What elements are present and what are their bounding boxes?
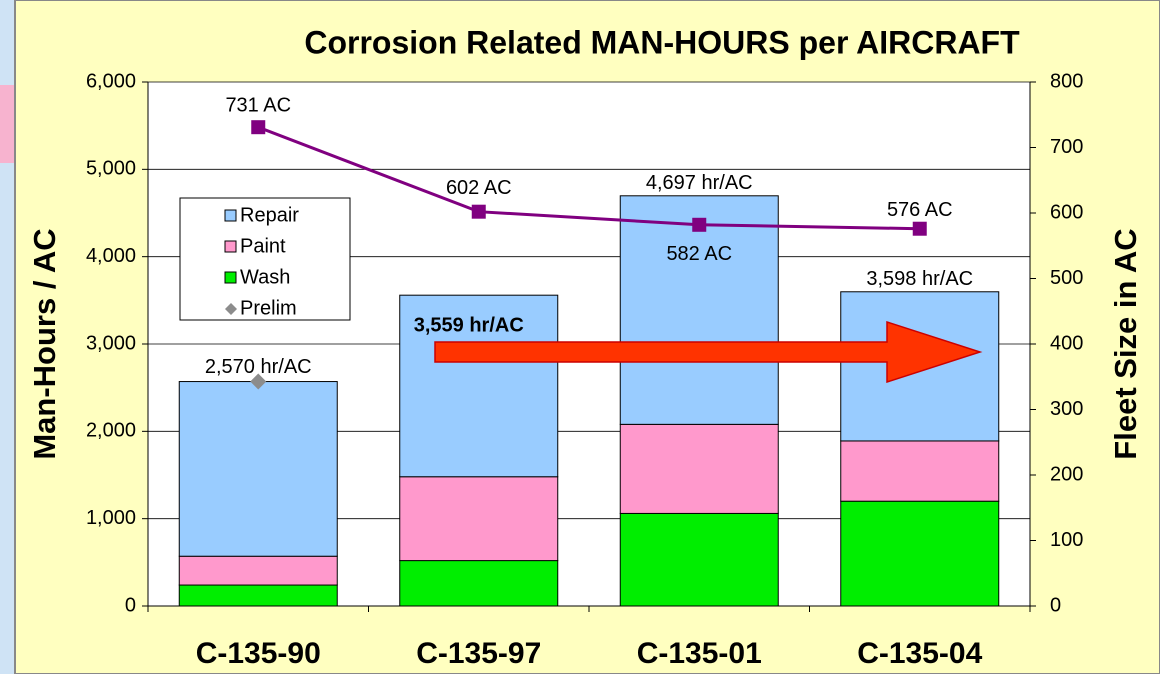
y2-tick-label: 700 — [1050, 136, 1083, 158]
bar-segment — [619, 423, 779, 514]
fleet-marker — [251, 120, 266, 135]
y-axis-label: Man-Hours / AC — [27, 228, 62, 459]
fleet-marker — [692, 217, 707, 232]
fleet-line — [257, 125, 920, 231]
prelim-marker — [250, 373, 267, 390]
x-tick-label: C-135-90 — [196, 637, 321, 670]
y2-tick-label: 600 — [1050, 201, 1083, 223]
legend-label: Prelim — [240, 297, 297, 319]
y2-axis-label: Fleet Size in AC — [1108, 228, 1143, 459]
legend-marker — [225, 303, 237, 315]
fleet-label: 731 AC — [225, 94, 291, 116]
fleet-label: 582 AC — [666, 243, 732, 265]
y-tick-label: 5,000 — [86, 158, 136, 180]
y-tick-label: 4,000 — [86, 245, 136, 267]
legend-label: Repair — [240, 204, 299, 226]
bar-segment — [178, 555, 338, 586]
legend-swatch — [224, 240, 237, 253]
y-tick-label: 0 — [125, 594, 136, 616]
legend-entries: Repair Paint Wash Prelim — [224, 204, 299, 319]
y2-tick-label: 200 — [1050, 463, 1083, 485]
legend — [179, 197, 351, 321]
labels: 2,570 hr/AC 3,559 hr/AC 4,697 hr/AC 3,598 h… — [205, 94, 973, 390]
total-label: 2,570 hr/AC — [205, 356, 312, 378]
y2-tick-label: 0 — [1050, 594, 1061, 616]
bar-segment — [399, 476, 559, 562]
total-label: 3,598 hr/AC — [866, 268, 973, 290]
total-label: 4,697 hr/AC — [646, 172, 753, 194]
bar-segment — [178, 381, 338, 557]
bar-segment — [399, 560, 559, 607]
chart-title: Corrosion Related MAN-HOURS per AIRCRAFT — [304, 24, 1020, 60]
bar-segment — [840, 500, 1000, 607]
bar-segment — [619, 195, 779, 425]
grid: 0 1,000 2,000 3,000 4,000 5,000 6,000 0 100 200 30… — [86, 70, 1083, 670]
trend-arrow — [434, 320, 983, 384]
y-tick-label: 6,000 — [86, 70, 136, 92]
fleet-label: 602 AC — [446, 177, 512, 199]
bar-segment — [840, 440, 1000, 502]
y-tick-label: 2,000 — [86, 420, 136, 442]
fleet-marker — [912, 221, 927, 236]
background-window-part — [0, 85, 16, 163]
marks — [178, 195, 1000, 607]
y-tick-label: 3,000 — [86, 332, 136, 354]
total-label: 3,559 hr/AC — [414, 314, 524, 336]
bar-segment — [619, 512, 779, 607]
x-tick-label: C-135-01 — [637, 637, 762, 670]
legend-swatch — [224, 209, 237, 222]
fleet-marker — [471, 204, 486, 219]
y2-tick-label: 300 — [1050, 398, 1083, 420]
y-tick-label: 1,000 — [86, 507, 136, 529]
bar-segment — [178, 584, 338, 607]
y2-tick-label: 400 — [1050, 332, 1083, 354]
y2-tick-label: 800 — [1050, 70, 1083, 92]
legend-label: Paint — [240, 235, 286, 257]
fleet-label: 576 AC — [887, 199, 953, 221]
y2-tick-label: 100 — [1050, 529, 1083, 551]
background-window — [0, 0, 16, 674]
legend-swatch — [224, 271, 237, 284]
legend-label: Wash — [240, 266, 290, 288]
bar-segment — [399, 294, 559, 478]
x-tick-label: C-135-97 — [416, 637, 541, 670]
y2-tick-label: 500 — [1050, 267, 1083, 289]
x-tick-label: C-135-04 — [857, 637, 982, 670]
